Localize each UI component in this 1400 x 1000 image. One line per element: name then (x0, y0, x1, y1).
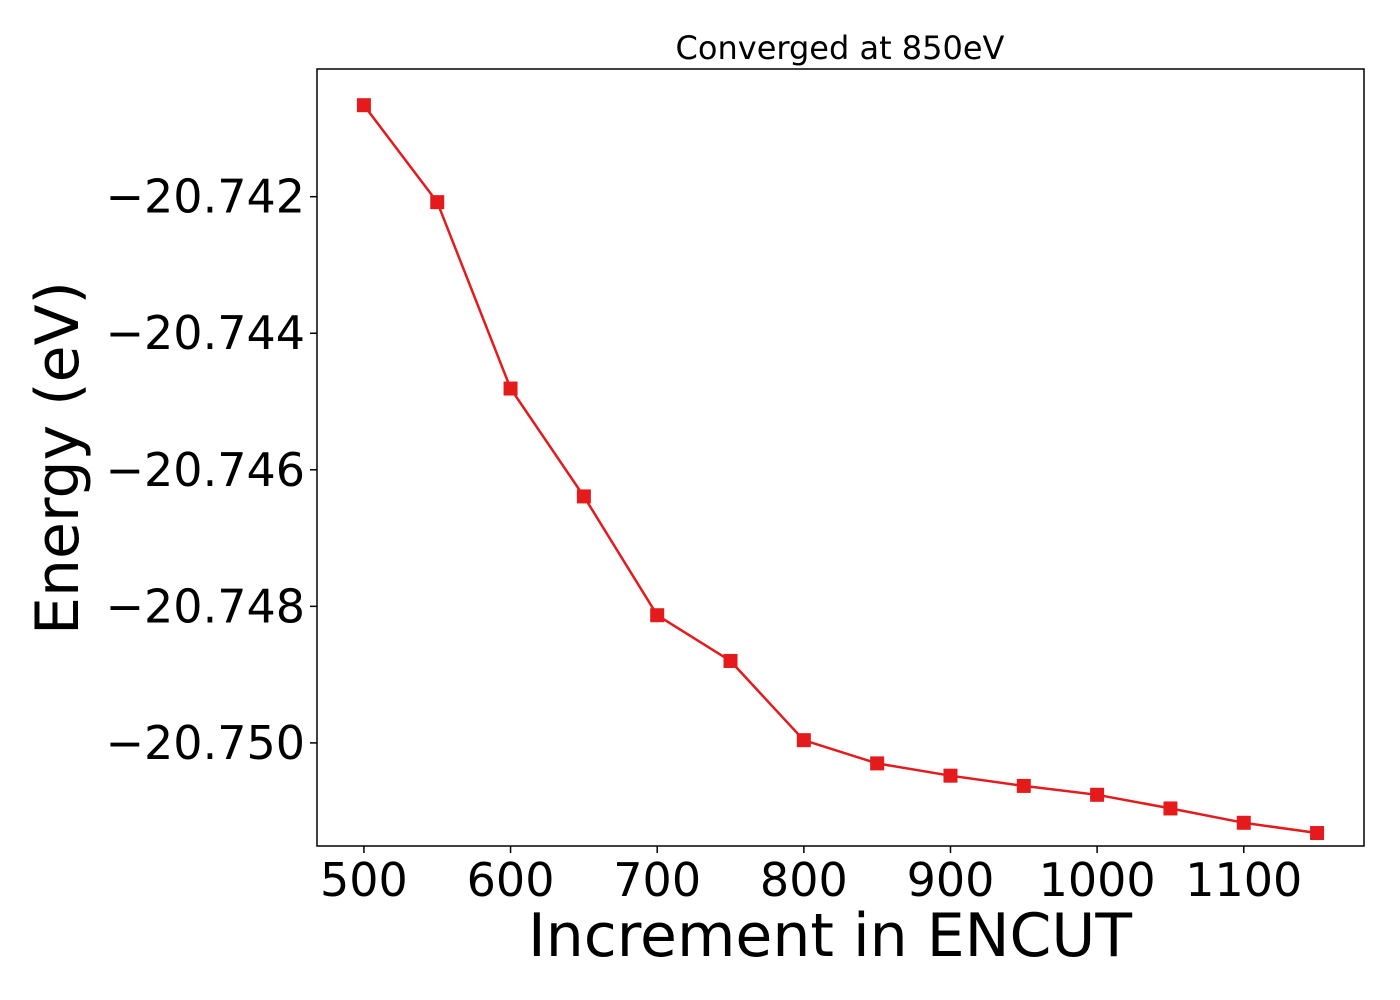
y-axis-label: Energy (eV) (23, 281, 93, 635)
series-markers (356, 98, 1325, 841)
data-point (356, 98, 371, 113)
x-tick-label: 1000 (1039, 853, 1156, 907)
x-tick-label: 600 (467, 853, 555, 907)
data-point (943, 768, 958, 783)
y-tick-label: −20.744 (106, 306, 306, 360)
y-tick-label: −20.742 (106, 170, 306, 224)
data-point (1163, 801, 1178, 816)
data-point (870, 756, 885, 771)
chart-title: Converged at 850eV (676, 29, 1005, 67)
data-point (1016, 778, 1031, 793)
data-point (503, 381, 518, 396)
data-point (1310, 826, 1325, 841)
y-tick-label: −20.750 (106, 716, 306, 770)
y-axis-ticks: −20.742 −20.744 −20.746 −20.748 −20.750 (106, 170, 317, 770)
data-point (1236, 815, 1251, 830)
x-tick-label: 500 (320, 853, 408, 907)
x-tick-label: 900 (907, 853, 995, 907)
data-point (796, 733, 811, 748)
data-point (1090, 787, 1105, 802)
x-axis-ticks: 500 600 700 800 900 1000 1100 (320, 846, 1302, 907)
data-point (650, 608, 665, 623)
x-axis-label: Increment in ENCUT (528, 901, 1132, 971)
x-tick-label: 700 (613, 853, 701, 907)
data-point (430, 195, 445, 210)
y-tick-label: −20.748 (106, 579, 306, 633)
x-tick-label: 1100 (1185, 853, 1302, 907)
x-tick-label: 800 (760, 853, 848, 907)
series-line (362, 104, 1318, 835)
plot-area (316, 68, 1365, 847)
data-point (576, 489, 591, 504)
data-point (723, 653, 738, 668)
y-tick-label: −20.746 (106, 443, 306, 497)
